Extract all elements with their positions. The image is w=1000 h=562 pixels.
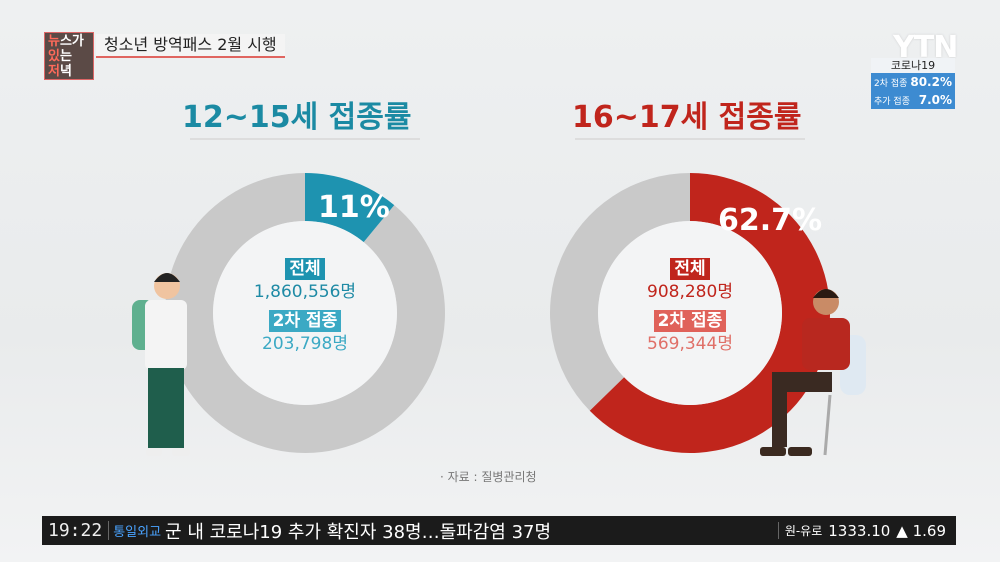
- second-dose-badge: 2차 접종: [653, 310, 727, 332]
- clock: 19:22: [48, 520, 103, 541]
- covid-stats-box: 코로나19 2차 접종 80.2% 추가 접종 7.0%: [871, 58, 955, 109]
- total-value: 908,280명: [647, 282, 733, 302]
- data-label-1: 11%: [318, 190, 390, 225]
- stat-row: 2차 접종 80.2%: [871, 73, 955, 91]
- news-category: 통일외교: [108, 521, 165, 540]
- second-dose-badge: 2차 접종: [268, 310, 342, 332]
- chart-2-center: 전체 908,280명 2차 접종 569,344명: [600, 258, 780, 356]
- girl-illustration: [760, 289, 866, 456]
- topic-title: 청소년 방역패스 2월 시행: [96, 34, 285, 58]
- data-label-2: 62.7%: [718, 203, 823, 238]
- chart-title-1: 12~15세 접종률: [182, 100, 412, 135]
- donut-2-slice-1: [589, 173, 830, 453]
- source-note: · 자료 : 질병관리청: [440, 470, 537, 484]
- illustrations: [132, 273, 866, 456]
- donut-1-slice-2: [165, 173, 446, 454]
- second-dose-value: 203,798명: [262, 334, 348, 354]
- exchange-rate: 원-유로 1333.10 ▲ 1.69: [777, 522, 956, 540]
- total-value: 1,860,556명: [253, 282, 357, 302]
- total-badge: 전체: [670, 258, 710, 280]
- donut-2-slice-2: [550, 173, 690, 411]
- total-badge: 전체: [285, 258, 325, 280]
- stat-row: 추가 접종 7.0%: [871, 91, 955, 109]
- box-title: 코로나19: [871, 58, 955, 73]
- boy-illustration: [132, 273, 190, 456]
- news-ticker: 19:22 통일외교 군 내 코로나19 추가 확진자 38명…돌파감염 37명…: [42, 516, 956, 545]
- donut-1-slice-1: [305, 173, 395, 243]
- second-dose-value: 569,344명: [647, 334, 733, 354]
- program-logo: 뉴스가 있는 저녁: [44, 32, 94, 80]
- chart-1-center: 전체 1,860,556명 2차 접종 203,798명: [215, 258, 395, 356]
- headline: 군 내 코로나19 추가 확진자 38명…돌파감염 37명: [165, 521, 552, 543]
- chart-title-2: 16~17세 접종률: [572, 100, 802, 135]
